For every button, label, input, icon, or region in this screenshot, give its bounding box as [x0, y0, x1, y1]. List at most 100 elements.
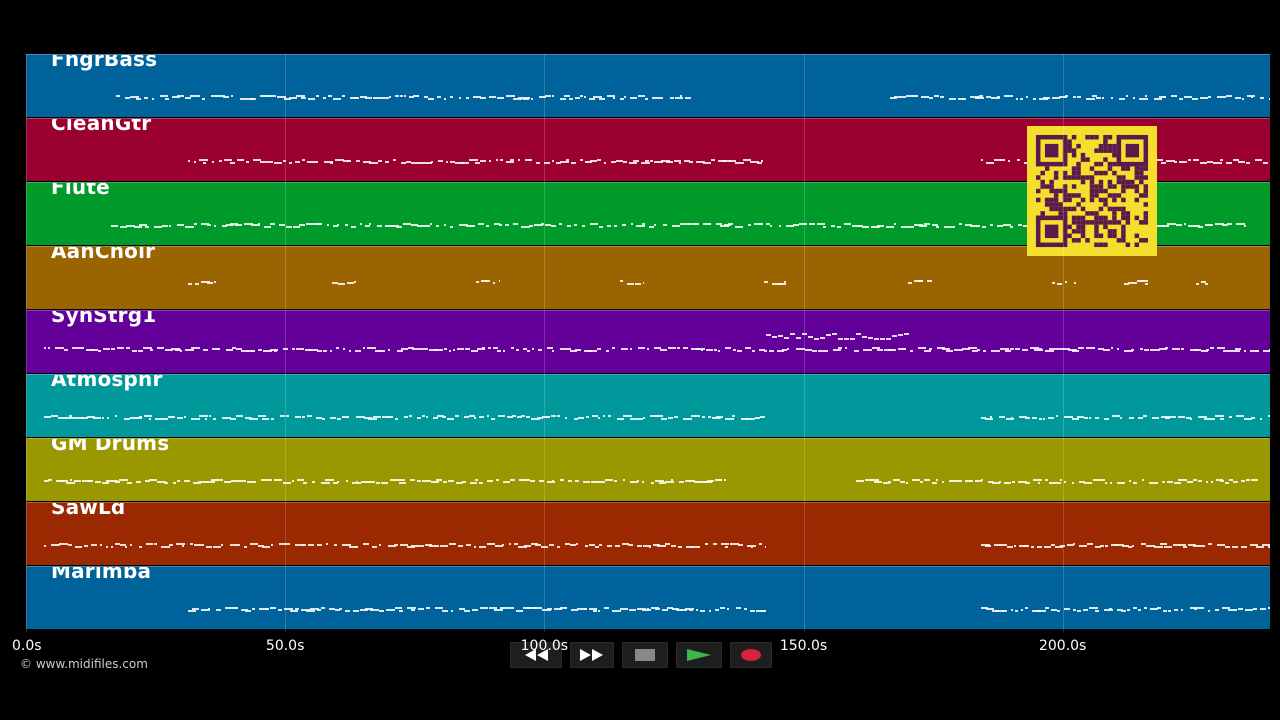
note [1018, 224, 1022, 226]
stop-button[interactable] [622, 642, 668, 668]
grid-line [26, 54, 27, 632]
note [155, 418, 159, 420]
note [982, 226, 986, 228]
track-row: Marimba [26, 566, 1270, 629]
note [817, 223, 825, 225]
note [716, 416, 723, 418]
note [356, 416, 365, 418]
note [488, 347, 491, 349]
note [940, 96, 944, 98]
note [685, 480, 690, 482]
note [258, 223, 260, 225]
note [874, 481, 882, 483]
note [1213, 162, 1222, 164]
note [201, 223, 209, 225]
note [681, 609, 687, 611]
note [605, 479, 613, 481]
note [297, 479, 304, 481]
note [1198, 480, 1202, 482]
note [230, 418, 236, 420]
note [862, 336, 867, 338]
note [333, 482, 338, 484]
note [757, 162, 762, 164]
note [211, 95, 217, 97]
note [949, 480, 957, 482]
note [1199, 607, 1204, 609]
note [986, 608, 994, 610]
rewind-button[interactable] [510, 642, 562, 668]
note [668, 417, 673, 419]
note [578, 417, 584, 419]
note [624, 96, 626, 98]
note [985, 545, 991, 547]
note [1064, 608, 1070, 610]
note [266, 479, 272, 481]
note [417, 417, 421, 419]
note [1201, 350, 1208, 352]
note [1021, 609, 1023, 611]
note [407, 607, 416, 609]
note [400, 95, 403, 97]
note [620, 280, 623, 282]
note [1025, 607, 1028, 609]
note [651, 482, 654, 484]
note [226, 349, 233, 351]
note [224, 481, 231, 483]
fast-forward-button[interactable] [570, 642, 614, 668]
note [400, 544, 408, 546]
note [591, 481, 600, 483]
note [301, 97, 306, 99]
note [250, 543, 258, 545]
note [654, 347, 661, 349]
note [69, 415, 72, 417]
note [135, 417, 142, 419]
record-button[interactable] [730, 642, 772, 668]
note [410, 479, 415, 481]
note [264, 226, 271, 228]
note [521, 415, 525, 417]
note [231, 95, 233, 97]
note [588, 350, 597, 352]
note [157, 481, 166, 483]
note [190, 543, 193, 545]
note [193, 482, 201, 484]
note [557, 546, 560, 548]
note [1162, 225, 1169, 227]
note [1246, 479, 1250, 481]
note [1086, 98, 1095, 100]
note [230, 162, 235, 164]
note [679, 162, 681, 164]
note [216, 609, 221, 611]
play-button[interactable] [676, 642, 722, 668]
note [271, 418, 274, 420]
note [538, 349, 542, 351]
note [1206, 481, 1208, 483]
note [1174, 482, 1181, 484]
note [265, 608, 269, 610]
note [1156, 482, 1158, 484]
note [435, 545, 439, 547]
note [549, 544, 554, 546]
note [1200, 545, 1205, 547]
note [485, 280, 490, 282]
note [458, 545, 463, 547]
note [592, 415, 598, 417]
note [1137, 280, 1143, 282]
time-label: 150.0s [779, 638, 828, 654]
note [1260, 97, 1264, 99]
note [1196, 283, 1199, 285]
note [759, 223, 763, 225]
note [274, 479, 282, 481]
note [531, 543, 538, 545]
note [1095, 417, 1099, 419]
note [630, 97, 637, 99]
note [551, 415, 556, 417]
note [1154, 98, 1162, 100]
note [1235, 348, 1241, 350]
note [892, 335, 897, 337]
note [1098, 348, 1104, 350]
note [1229, 416, 1232, 418]
note [404, 95, 406, 97]
note [252, 608, 255, 610]
note [489, 96, 496, 98]
